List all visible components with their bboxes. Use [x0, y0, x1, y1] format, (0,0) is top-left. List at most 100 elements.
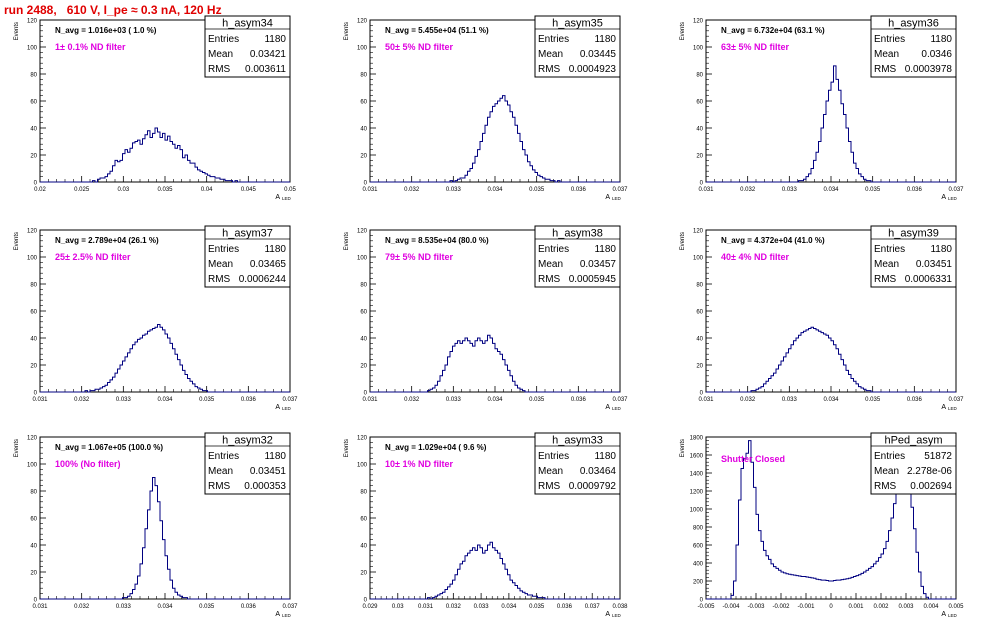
y-tick-label: 100: [27, 46, 38, 52]
navg-label: N_avg = 4.372e+04 (41.0 %): [721, 236, 825, 245]
y-tick-label: 1000: [690, 508, 704, 514]
stats-key: Entries: [538, 451, 569, 462]
stats-key: Entries: [208, 451, 239, 462]
x-axis-label-sub: LED: [612, 196, 622, 201]
filter-label: 10± 1% ND filter: [385, 459, 453, 469]
stats-box: [870, 432, 957, 495]
x-axis-label: A: [275, 404, 280, 411]
stats-key: Mean: [208, 466, 233, 477]
y-tick-label: 0: [364, 598, 368, 604]
histogram-line: [706, 65, 956, 183]
stats-key: Mean: [208, 49, 233, 60]
x-axis-label: A: [941, 611, 946, 618]
stats-key: RMS: [874, 64, 897, 75]
stats-key: Entries: [874, 244, 905, 255]
stats-value: 1180: [264, 451, 286, 462]
histogram-line: [40, 127, 290, 183]
filter-label: 79± 5% ND filter: [385, 252, 453, 262]
stats-value: 1180: [930, 244, 952, 255]
histogram-panel: 0 20 40 60 80 100 120 0.031 0.032 0.033 0.034 0.035…: [344, 225, 628, 411]
x-tick-label: 0.035: [529, 397, 545, 403]
stats-value: 0.0006244: [239, 274, 287, 285]
stats-box: [870, 225, 957, 288]
y-tick-label: 80: [360, 283, 367, 289]
x-tick-label: 0.036: [907, 397, 923, 403]
histogram-name: h_asym37: [222, 228, 273, 240]
y-tick-label: 20: [360, 154, 367, 160]
x-axis-label-sub: LED: [948, 196, 958, 201]
stats-value: 1180: [264, 244, 286, 255]
stats-box: [534, 15, 621, 78]
histogram-panel: 0 20 40 60 80 100 120 0.02 0.025 0.03 0.035 0.04 0.0…: [14, 15, 296, 201]
y-tick-label: 100: [27, 256, 38, 262]
y-tick-label: 120: [357, 436, 368, 442]
x-tick-label: 0.036: [571, 187, 587, 193]
y-tick-label: 40: [30, 544, 37, 550]
stats-value: 0.000353: [244, 481, 286, 492]
stats-box: [204, 15, 291, 78]
stats-key: RMS: [208, 481, 231, 492]
y-tick-label: 20: [360, 571, 367, 577]
y-tick-label: 1200: [690, 490, 704, 496]
stats-box: [870, 15, 957, 78]
stats-value: 0.03464: [580, 466, 617, 477]
stats-key: RMS: [538, 64, 561, 75]
stats-key: Entries: [538, 244, 569, 255]
x-axis-label-sub: LED: [282, 613, 292, 618]
stats-value: 1180: [930, 34, 952, 45]
x-tick-label: -0.002: [772, 604, 790, 610]
y-axis-label: Events: [344, 232, 350, 250]
histogram-line: [370, 95, 620, 183]
stats-key: Mean: [874, 259, 899, 270]
x-tick-label: 0.033: [446, 397, 462, 403]
x-tick-label: 0.034: [487, 187, 503, 193]
x-tick-label: 0.037: [282, 604, 298, 610]
y-axis-label: Events: [344, 22, 350, 40]
x-tick-label: 0.004: [923, 604, 939, 610]
y-tick-label: 80: [360, 73, 367, 79]
x-tick-label: 0.002: [873, 604, 889, 610]
x-tick-label: 0.034: [487, 397, 503, 403]
histogram-panel: 0 20 40 60 80 100 120 0.031 0.032 0.033 0.034 0.035…: [680, 15, 964, 201]
x-tick-label: 0.034: [157, 397, 173, 403]
x-tick-label: 0.03: [392, 604, 404, 610]
stats-value: 0.0009792: [569, 481, 617, 492]
x-tick-label: 0.037: [585, 604, 601, 610]
stats-key: RMS: [874, 274, 897, 285]
stats-value: 0.03465: [250, 259, 287, 270]
histogram-line: [370, 541, 620, 600]
y-axis-label: Events: [680, 232, 686, 250]
filter-label: 50± 5% ND filter: [385, 42, 453, 52]
y-tick-label: 40: [696, 337, 703, 343]
stats-key: Entries: [874, 34, 905, 45]
stats-key: RMS: [538, 481, 561, 492]
x-axis-label: A: [275, 611, 280, 618]
x-tick-label: 0.032: [74, 604, 90, 610]
y-tick-label: 80: [30, 283, 37, 289]
x-tick-label: 0.031: [698, 187, 714, 193]
y-tick-label: 800: [693, 526, 704, 532]
x-tick-label: -0.003: [747, 604, 765, 610]
stats-box: [204, 432, 291, 495]
filter-label: 25± 2.5% ND filter: [55, 252, 131, 262]
x-tick-label: 0.033: [116, 397, 132, 403]
histogram-name: h_asym33: [552, 435, 603, 447]
y-tick-label: 0: [34, 598, 38, 604]
y-tick-label: 60: [696, 310, 703, 316]
stats-value: 1180: [264, 34, 286, 45]
x-tick-label: 0.038: [612, 604, 628, 610]
x-tick-label: 0.032: [404, 397, 420, 403]
histogram-line: [370, 334, 620, 393]
x-axis-label-sub: LED: [612, 406, 622, 411]
histogram-name: h_asym35: [552, 18, 603, 30]
histogram-name: hPed_asym: [884, 435, 942, 447]
stats-value: 51872: [924, 451, 952, 462]
navg-label: N_avg = 1.029e+04 ( 9.6 %): [385, 443, 487, 452]
x-tick-label: 0.032: [404, 187, 420, 193]
x-tick-label: -0.004: [722, 604, 740, 610]
x-axis-label: A: [941, 404, 946, 411]
stats-value: 0.03421: [250, 49, 287, 60]
x-tick-label: -0.005: [697, 604, 715, 610]
x-axis-label-sub: LED: [948, 406, 958, 411]
stats-value: 0.0004923: [569, 64, 617, 75]
